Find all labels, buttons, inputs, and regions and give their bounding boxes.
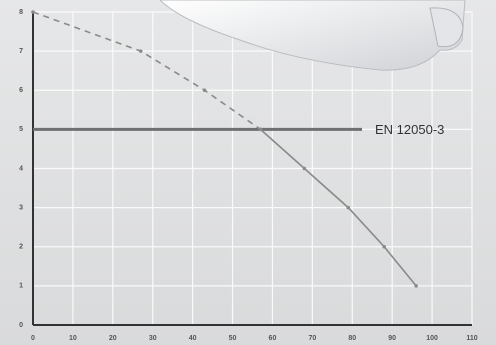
y-tick-label: 6 <box>19 87 23 94</box>
y-tick-label: 1 <box>19 283 23 290</box>
y-tick-label: 2 <box>19 244 23 251</box>
x-tick-label: 10 <box>69 335 77 342</box>
product-image <box>159 0 466 71</box>
x-tick-label: 60 <box>269 335 277 342</box>
x-tick-label: 90 <box>388 335 396 342</box>
y-tick-label: 7 <box>19 48 23 55</box>
x-tick-label: 40 <box>189 335 197 342</box>
y-tick-label: 0 <box>19 322 23 329</box>
x-tick-label: 70 <box>308 335 316 342</box>
x-tick-label: 80 <box>348 335 356 342</box>
y-tick-label: 5 <box>19 126 23 133</box>
point <box>202 88 207 93</box>
y-tick-label: 4 <box>19 165 23 172</box>
point <box>258 127 263 132</box>
curve <box>32 11 261 131</box>
x-tick-label: 30 <box>149 335 157 342</box>
y-tick-label: 8 <box>19 9 23 16</box>
x-tick-label: 100 <box>426 335 438 342</box>
point <box>414 284 418 288</box>
point <box>138 49 143 53</box>
x-tick-label: 0 <box>31 335 35 342</box>
point <box>346 205 351 210</box>
x-tick-label: 50 <box>229 335 237 342</box>
x-tick-label: 110 <box>466 335 477 342</box>
y-tick-label: 3 <box>19 204 23 211</box>
point <box>31 10 35 14</box>
point <box>382 244 387 249</box>
x-tick-label: 20 <box>109 335 117 342</box>
reference-label: EN 12050-3 <box>375 122 444 137</box>
point <box>302 166 307 171</box>
